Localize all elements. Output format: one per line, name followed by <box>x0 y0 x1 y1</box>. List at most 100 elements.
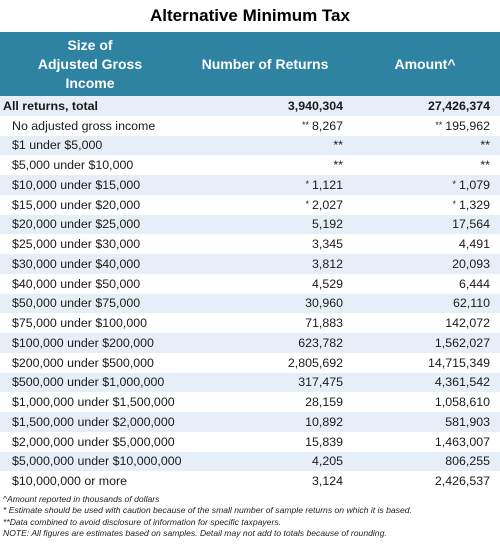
returns-cell: ** <box>215 158 343 172</box>
returns-cell: 5,192 <box>215 217 343 231</box>
row-label: $1 under $5,000 <box>12 138 103 153</box>
returns-cell: 71,883 <box>215 316 343 330</box>
row-label: $20,000 under $25,000 <box>12 217 141 232</box>
amount-cell: * 1,329 <box>343 198 490 212</box>
amount-cell: ** <box>343 138 490 152</box>
amount-value: 4,361,542 <box>434 375 490 390</box>
table-title: Alternative Minimum Tax <box>150 6 350 25</box>
returns-cell: 15,839 <box>215 435 343 449</box>
amount-value: 6,444 <box>458 276 490 291</box>
table-row: $1 under $5,000 ** ** <box>0 135 500 156</box>
returns-cell: * 2,027 <box>215 198 343 212</box>
amount-cell: 142,072 <box>343 316 490 330</box>
amount-cell: 20,093 <box>343 257 490 271</box>
row-label: $10,000,000 or more <box>12 474 128 489</box>
returns-value: 3,940,304 <box>287 98 343 113</box>
returns-cell: ** <box>215 138 343 152</box>
amount-value: 1,562,027 <box>434 335 490 350</box>
amount-value: 1,058,610 <box>434 395 490 410</box>
returns-value: 71,883 <box>305 316 343 331</box>
amount-value: 1,463,007 <box>434 434 490 449</box>
amount-value: 1,079 <box>458 177 490 192</box>
returns-value: 623,782 <box>298 335 343 350</box>
row-label: No adjusted gross income <box>12 118 156 133</box>
returns-value: 3,812 <box>311 256 343 271</box>
returns-flag: * <box>305 178 309 189</box>
amount-cell: 6,444 <box>343 277 490 291</box>
row-label: All returns, total <box>3 98 99 113</box>
returns-value: 3,124 <box>311 474 343 489</box>
table-row: $200,000 under $500,000 2,805,692 14,715,3… <box>0 353 500 373</box>
amount-cell: 2,426,537 <box>343 474 490 488</box>
returns-cell: 2,805,692 <box>215 356 343 370</box>
returns-value: 2,805,692 <box>287 355 343 370</box>
table-row: $5,000 under $10,000 ** ** <box>0 155 500 175</box>
amount-cell: ** 195,962 <box>343 119 490 133</box>
table-row: $10,000,000 or more 3,124 2,426,537 <box>0 471 500 491</box>
amount-cell: 27,426,374 <box>343 99 490 113</box>
row-label: $5,000 under $10,000 <box>12 158 134 173</box>
row-label: $25,000 under $30,000 <box>12 237 141 252</box>
amount-cell: 62,110 <box>343 296 490 310</box>
amount-cell: 17,564 <box>343 217 490 231</box>
returns-value: 30,960 <box>305 296 343 311</box>
amount-cell: 1,058,610 <box>343 395 490 409</box>
returns-cell: 3,940,304 <box>215 99 343 113</box>
returns-cell: 3,345 <box>215 237 343 251</box>
returns-cell: 4,205 <box>215 454 343 468</box>
returns-cell: 10,892 <box>215 415 343 429</box>
amount-value: 142,072 <box>445 316 490 331</box>
returns-value: 317,475 <box>298 375 343 390</box>
amount-value: 195,962 <box>445 118 490 133</box>
returns-flag: * <box>305 198 309 209</box>
row-label: $500,000 under $1,000,000 <box>12 375 165 390</box>
table-row: $25,000 under $30,000 3,345 4,491 <box>0 234 500 254</box>
table-row: $5,000,000 under $10,000,000 4,205 806,255 <box>0 451 500 472</box>
table-row: No adjusted gross income ** 8,267 ** 195,962 <box>0 116 500 136</box>
row-label: $15,000 under $20,000 <box>12 197 141 212</box>
returns-value: 4,205 <box>311 454 343 469</box>
table-row: $20,000 under $25,000 5,192 17,564 <box>0 214 500 235</box>
row-label: $10,000 under $15,000 <box>12 177 141 192</box>
returns-value: 28,159 <box>305 395 343 410</box>
returns-cell: 4,529 <box>215 277 343 291</box>
table-row: $75,000 under $100,000 71,883 142,072 <box>0 313 500 333</box>
amount-value: 806,255 <box>445 454 490 469</box>
amount-value: ** <box>480 158 490 173</box>
amount-value: 27,426,374 <box>427 98 490 113</box>
amount-value: ** <box>480 138 490 153</box>
returns-cell: 317,475 <box>215 375 343 389</box>
amount-flag: * <box>452 198 456 209</box>
returns-value: ** <box>333 158 343 173</box>
amount-cell: * 1,079 <box>343 178 490 192</box>
table-row: $1,500,000 under $2,000,000 10,892 581,903 <box>0 412 500 432</box>
header-amount: Amount^ <box>394 56 456 72</box>
row-label: $30,000 under $40,000 <box>12 256 141 271</box>
table-body: All returns, total 3,940,304 27,426,374 No … <box>0 96 500 491</box>
amount-cell: 14,715,349 <box>343 356 490 370</box>
amount-value: 20,093 <box>452 256 490 271</box>
footnote: **Data combined to avoid disclosure of i… <box>3 516 282 527</box>
returns-value: 1,121 <box>311 177 343 192</box>
footnote: ^Amount reported in thousands of dollars <box>3 494 160 504</box>
amount-value: 4,491 <box>458 237 490 252</box>
amount-value: 2,426,537 <box>434 474 490 489</box>
returns-cell: 3,124 <box>215 474 343 488</box>
amount-value: 1,329 <box>458 197 490 212</box>
header-number-of-returns: Number of Returns <box>201 56 329 72</box>
row-label: $1,500,000 under $2,000,000 <box>12 414 175 429</box>
table-row: $15,000 under $20,000 * 2,027 * 1,329 <box>0 195 500 215</box>
returns-cell: 623,782 <box>215 336 343 350</box>
table-row-total: All returns, total 3,940,304 27,426,374 <box>0 96 500 116</box>
amount-cell: ** <box>343 158 490 172</box>
amount-cell: 1,463,007 <box>343 435 490 449</box>
table-row: $500,000 under $1,000,000 317,475 4,361,54… <box>0 372 500 393</box>
returns-value: 15,839 <box>305 434 343 449</box>
returns-cell: ** 8,267 <box>215 119 343 133</box>
header-size-line-2: Adjusted Gross <box>37 55 143 72</box>
header-size-line-3: Income <box>65 74 115 91</box>
amount-value: 14,715,349 <box>427 355 490 370</box>
table-row: $100,000 under $200,000 623,782 1,562,027 <box>0 333 500 353</box>
row-label: $75,000 under $100,000 <box>12 316 148 331</box>
table-row: $1,000,000 under $1,500,000 28,159 1,058,6… <box>0 392 500 412</box>
